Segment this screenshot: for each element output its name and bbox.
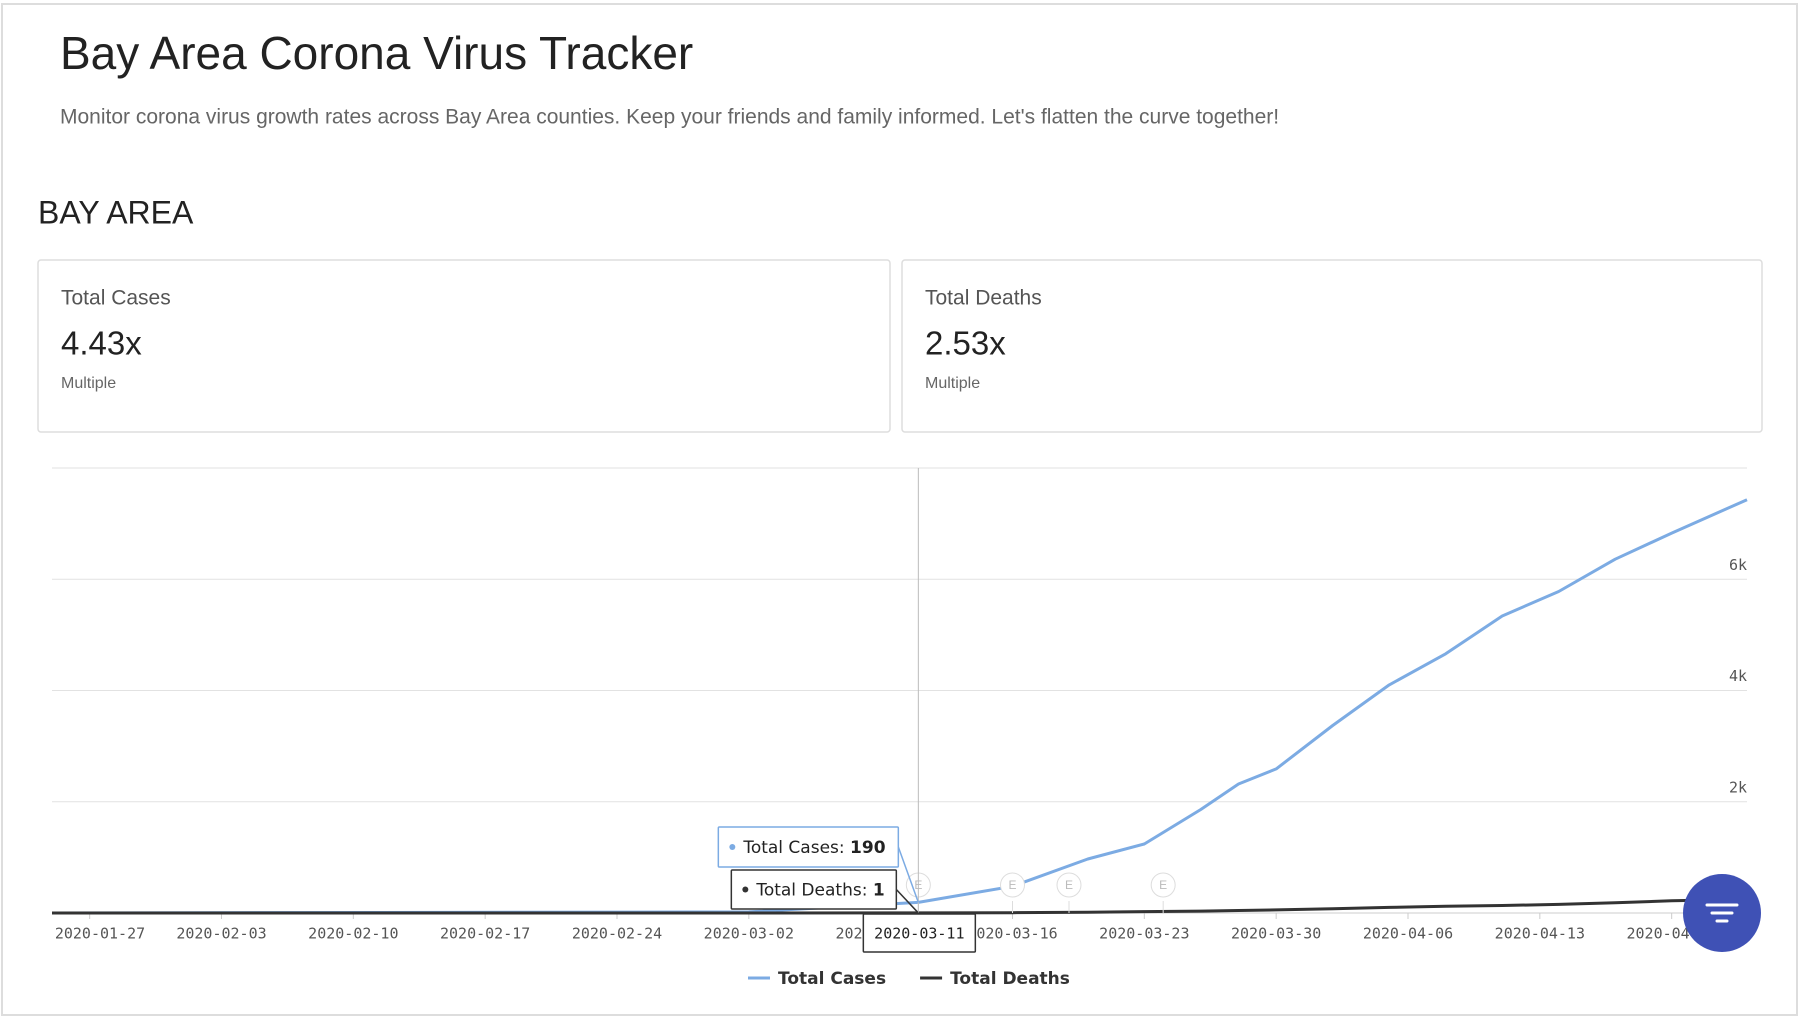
card-title: Total Cases [61,287,171,310]
filter-icon [1705,903,1739,923]
legend-label: Total Cases [778,969,886,989]
tooltip-dot [742,886,749,893]
card-value: 2.53x [925,325,1006,362]
card-box [901,259,1763,433]
x-tick-label: 2020-03-23 [1099,925,1189,943]
y-tick-label: 6k [1729,556,1747,574]
tooltip-box [730,869,898,910]
event-label: E [1159,878,1167,892]
card-box [37,259,891,433]
x-tick-label: 2020-02-24 [572,925,662,943]
card-title: Total Deaths [925,287,1042,310]
legend-label: Total Deaths [950,969,1070,989]
page-subtitle: Monitor corona virus growth rates across… [60,106,1279,129]
tooltip-date: 2020-03-11 [874,925,964,943]
x-tick-label: 2020-02-03 [176,925,266,943]
card: Total Deaths 2.53x Multiple [901,259,1763,433]
tooltip-dot [729,844,736,850]
tooltip-value: 1 [873,881,885,901]
tooltip-connector [895,888,919,914]
event-marker [1056,872,1082,898]
tooltip-connector [897,846,920,903]
page-frame [1,3,1798,1016]
card-caption: Multiple [61,375,116,392]
tooltip-label: Total Deaths: [755,881,867,901]
x-tick-label: 2020-04-06 [1363,925,1453,943]
tooltip-text: Total Cases: 190 [742,838,885,858]
x-tick-label: 2020-03-16 [967,925,1057,943]
x-tick-label: 2020-01-27 [55,925,145,943]
card-value: 4.43x [61,325,142,362]
x-tick-label: 2020-03-30 [1231,925,1321,943]
section-title: BAY AREA [38,194,194,230]
x-tick-label: 2020-03-02 [704,925,794,943]
event-label: E [1008,878,1016,892]
x-tick-label: 2020-02-10 [308,925,398,943]
page-title: Bay Area Corona Virus Tracker [60,27,693,79]
y-tick-label: 4k [1729,667,1747,685]
tooltip-value: 190 [850,838,886,858]
tooltip-label: Total Cases: [742,838,844,858]
x-tick-label: 2020-04-13 [1495,925,1585,943]
event-marker [1000,872,1025,898]
card-caption: Multiple [925,375,980,392]
x-tick-label: 2020-02-17 [440,925,530,943]
event-label: E [1065,878,1073,892]
tooltip-text: Total Deaths: 1 [755,881,884,901]
series-line [51,498,1748,915]
series-line [52,897,1748,915]
y-tick-label: 2k [1729,778,1747,796]
filter-button[interactable] [1683,874,1761,952]
tooltip-box [717,826,900,868]
card: Total Cases 4.43x Multiple [37,259,891,433]
event-marker [1150,872,1176,898]
chart: 2k 4k 6k 2020-01-27 2020-02-03 2020-02-10 2020… [51,467,1748,989]
tooltip-date-box [862,913,977,953]
